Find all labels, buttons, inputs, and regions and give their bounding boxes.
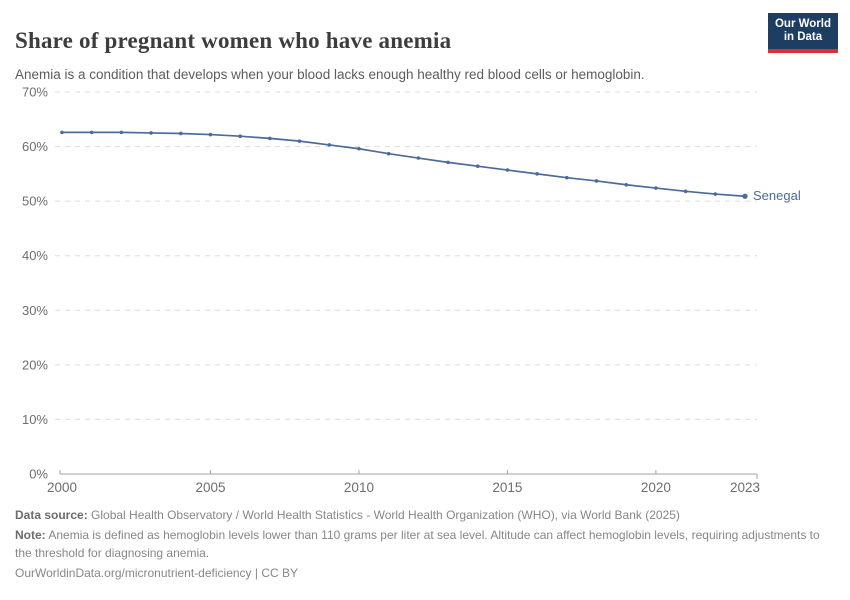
y-axis-tick-label: 60% xyxy=(22,139,48,154)
y-axis-tick-label: 70% xyxy=(22,85,48,100)
y-axis-tick-label: 30% xyxy=(22,303,48,318)
data-point xyxy=(149,131,153,135)
data-point xyxy=(475,164,480,169)
y-axis-tick-label: 20% xyxy=(22,357,48,372)
data-point xyxy=(119,130,124,135)
x-axis-tick-label: 2020 xyxy=(641,480,671,495)
data-point xyxy=(208,132,213,137)
y-axis-tick-label: 50% xyxy=(22,194,48,209)
series-line-senegal xyxy=(62,131,746,198)
x-axis-tick-label: 2000 xyxy=(47,480,77,495)
note-text: Anemia is defined as hemoglobin levels l… xyxy=(15,527,820,561)
data-point xyxy=(594,179,599,183)
data-point xyxy=(565,175,569,180)
y-axis-tick-label: 10% xyxy=(22,412,48,427)
data-point xyxy=(60,130,64,135)
data-source-text: Global Health Observatory / World Health… xyxy=(87,508,680,522)
citation-line: OurWorldinData.org/micronutrient-deficie… xyxy=(15,564,835,583)
x-axis-tick-label: 2005 xyxy=(195,480,225,495)
data-point xyxy=(742,193,748,199)
data-point xyxy=(416,156,421,160)
x-axis-tick-label: 2010 xyxy=(344,480,374,495)
data-point xyxy=(624,182,629,187)
data-point xyxy=(535,172,539,176)
owid-logo-text-line2: in Data xyxy=(783,31,823,43)
data-point xyxy=(505,168,510,172)
data-point xyxy=(297,139,302,143)
y-axis-tick-label: 40% xyxy=(22,248,48,263)
owid-logo-text-line1: Our World xyxy=(774,18,831,30)
data-point xyxy=(713,192,718,196)
data-point xyxy=(327,143,332,147)
data-source-label: Data source: xyxy=(15,508,88,522)
data-point xyxy=(386,151,391,156)
series-end-label: Senegal xyxy=(753,188,801,203)
x-axis-tick-label: 2015 xyxy=(492,480,522,495)
data-point xyxy=(89,130,94,135)
note-label: Note: xyxy=(15,527,46,542)
data-point xyxy=(446,160,450,165)
y-axis-tick-label: 0% xyxy=(29,467,48,482)
citation-link[interactable]: OurWorldinData.org/micronutrient-deficie… xyxy=(15,565,252,580)
data-source-line: Data source: Global Health Observatory /… xyxy=(15,506,835,525)
data-point xyxy=(654,186,658,190)
chart-footer: Data source: Global Health Observatory /… xyxy=(15,506,835,583)
line-chart: 0% 10% 20% 30% 40% 50% 60% 70% 2000 2005 2010 2015 2… xyxy=(22,85,801,496)
chart-subtitle: Anemia is a condition that develops when… xyxy=(15,66,645,82)
chart-title: Share of pregnant women who have anemia xyxy=(15,28,452,54)
data-point xyxy=(683,189,688,194)
x-axis-tick-label: 2023 xyxy=(730,480,760,495)
data-point xyxy=(357,146,361,151)
owid-logo[interactable]: Our World in Data xyxy=(767,13,838,53)
data-point xyxy=(178,131,183,136)
note-line: Note: Anemia is defined as hemoglobin le… xyxy=(15,526,835,563)
data-point xyxy=(268,136,272,141)
data-point xyxy=(238,134,242,139)
citation-license: | CC BY xyxy=(251,565,299,580)
